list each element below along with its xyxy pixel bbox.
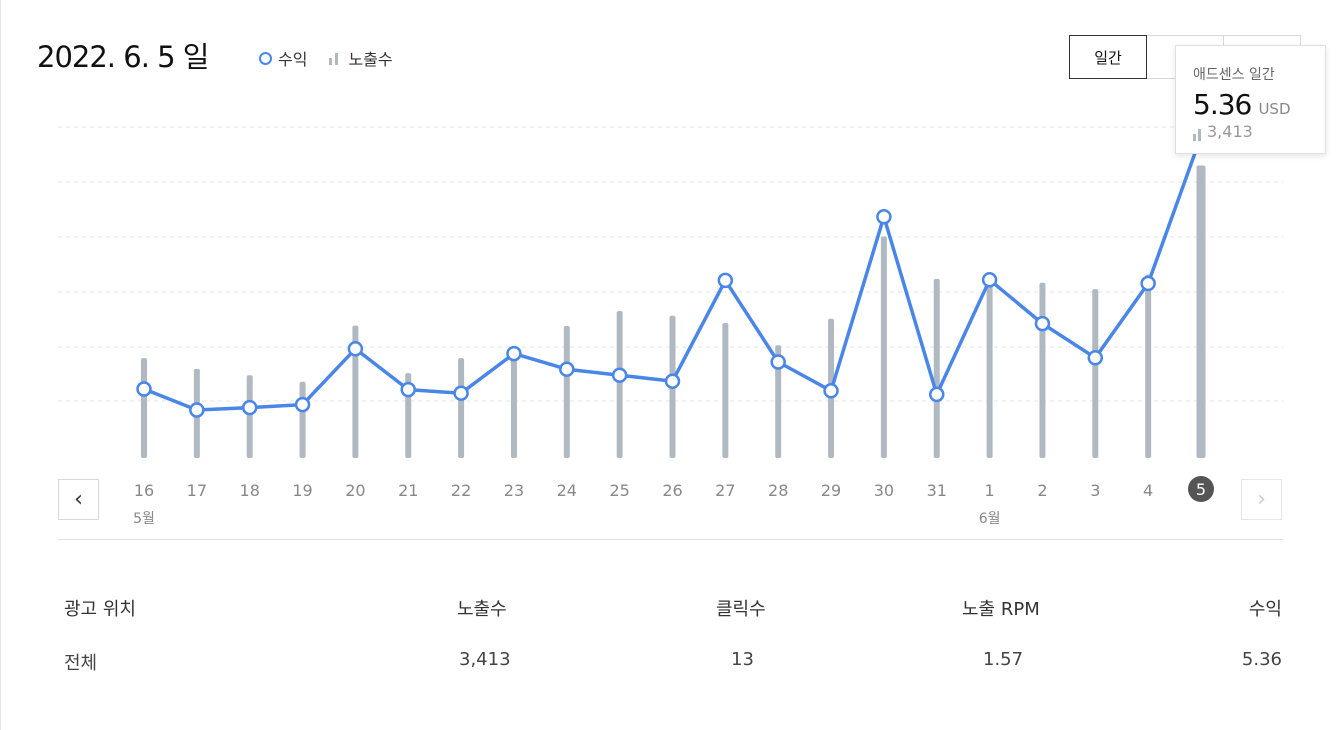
x-tick-label[interactable]: 17 bbox=[187, 481, 207, 500]
x-tick-label[interactable]: 29 bbox=[821, 481, 841, 500]
impressions-bar bbox=[880, 236, 887, 458]
revenue-point[interactable] bbox=[929, 386, 945, 403]
tooltip-unit: USD bbox=[1258, 100, 1291, 118]
revenue-point[interactable] bbox=[559, 361, 575, 377]
x-tick-label[interactable]: 1 bbox=[985, 481, 995, 500]
impressions-bar bbox=[563, 326, 570, 458]
revenue-point[interactable] bbox=[664, 373, 681, 389]
header-impressions: 노출수 bbox=[457, 599, 507, 620]
impressions-bar bbox=[510, 354, 517, 458]
x-tick-label[interactable]: 3 bbox=[1090, 481, 1100, 500]
x-tick-label[interactable]: 19 bbox=[292, 481, 312, 500]
revenue-point[interactable] bbox=[823, 383, 839, 399]
impressions-bar bbox=[1092, 289, 1099, 458]
revenue-point[interactable] bbox=[770, 354, 786, 370]
x-tick-label[interactable]: 2 bbox=[1037, 481, 1047, 500]
cell-clicks: 13 bbox=[731, 649, 754, 670]
revenue-point[interactable] bbox=[717, 272, 734, 289]
impressions-bar bbox=[1196, 165, 1206, 458]
bar-chart-icon bbox=[1193, 129, 1203, 141]
revenue-point[interactable] bbox=[1034, 315, 1051, 332]
impressions-bar bbox=[1145, 274, 1152, 458]
cell-ad-position: 전체 bbox=[64, 653, 98, 674]
revenue-point[interactable] bbox=[506, 345, 522, 362]
chevron-left-icon: ‹ bbox=[74, 487, 83, 512]
revenue-point[interactable] bbox=[981, 272, 998, 288]
impressions-bar bbox=[1039, 282, 1046, 458]
header-rpm: 노출 RPM bbox=[962, 599, 1040, 620]
legend-impressions: 노출수 bbox=[329, 46, 393, 70]
previous-period-button[interactable]: ‹ bbox=[58, 479, 99, 520]
x-tick-label[interactable]: 27 bbox=[715, 481, 735, 500]
tooltip-impressions-value: 3,413 bbox=[1207, 122, 1253, 141]
cell-rpm: 1.57 bbox=[983, 649, 1024, 670]
header-ad-position: 광고 위치 bbox=[64, 599, 136, 620]
chart-tooltip: 애드센스 일간 5.36 USD 3,413 bbox=[1175, 45, 1326, 154]
bar-chart-icon bbox=[329, 52, 341, 65]
revenue-point[interactable] bbox=[241, 399, 258, 416]
impressions-bar bbox=[352, 325, 359, 458]
chart-legend: 수익 노출수 bbox=[259, 46, 415, 70]
date-title: 2022. 6. 5 일 bbox=[37, 40, 209, 74]
x-tick-label[interactable]: 22 bbox=[451, 481, 471, 500]
x-tick-label[interactable]: 26 bbox=[662, 481, 682, 500]
selected-day-marker bbox=[1188, 476, 1214, 502]
impressions-bar bbox=[458, 358, 465, 458]
revenue-point[interactable] bbox=[611, 367, 628, 383]
impressions-bar bbox=[933, 278, 940, 458]
revenue-point[interactable] bbox=[347, 341, 364, 357]
revenue-point[interactable] bbox=[400, 381, 416, 398]
impressions-bar bbox=[775, 345, 782, 458]
tooltip-label: 애드센스 일간 bbox=[1193, 67, 1275, 83]
revenue-point[interactable] bbox=[294, 396, 311, 413]
tooltip-impressions: 3,413 bbox=[1193, 122, 1325, 141]
revenue-point[interactable] bbox=[876, 209, 892, 225]
table-row: 전체 3,413 13 1.57 5.36 bbox=[64, 649, 1282, 679]
revenue-impressions-chart: 16 17 18 19 20 21 22 23 24 25 26 27 28 29 30 31 1 2 3 4 55월 6… bbox=[58, 126, 1283, 527]
x-tick-label[interactable]: 5 bbox=[1196, 480, 1206, 499]
table-header-row: 광고 위치 노출수 클릭수 노출 RPM 수익 bbox=[64, 595, 1282, 625]
revenue-point[interactable] bbox=[453, 385, 469, 401]
x-tick-label[interactable]: 20 bbox=[345, 481, 365, 500]
revenue-point[interactable] bbox=[1140, 275, 1156, 292]
cell-impressions: 3,413 bbox=[459, 649, 511, 670]
cell-revenue: 5.36 bbox=[1241, 649, 1282, 670]
legend-impressions-label: 노출수 bbox=[348, 50, 393, 69]
period-daily-button[interactable]: 일간 bbox=[1069, 35, 1147, 79]
chevron-right-icon: › bbox=[1257, 487, 1266, 512]
month-label: 5월 bbox=[133, 511, 155, 527]
legend-revenue: 수익 bbox=[259, 46, 307, 70]
next-period-button[interactable]: › bbox=[1241, 479, 1282, 520]
x-tick-label[interactable]: 30 bbox=[874, 481, 894, 500]
legend-revenue-label: 수익 bbox=[278, 50, 308, 69]
revenue-point[interactable] bbox=[136, 381, 152, 397]
x-tick-label[interactable]: 21 bbox=[398, 481, 418, 500]
tooltip-value: 5.36 bbox=[1193, 88, 1252, 121]
x-tick-label[interactable]: 18 bbox=[240, 481, 260, 500]
header-revenue: 수익 bbox=[1248, 599, 1282, 620]
month-label: 6월 bbox=[979, 511, 1001, 527]
tooltip-value-row: 5.36 USD bbox=[1193, 88, 1325, 121]
table-divider bbox=[58, 539, 1283, 540]
revenue-point[interactable] bbox=[1087, 350, 1104, 366]
x-tick-label[interactable]: 24 bbox=[557, 481, 577, 500]
x-tick-label[interactable]: 23 bbox=[504, 481, 524, 500]
x-tick-label[interactable]: 4 bbox=[1143, 481, 1153, 500]
impressions-bar bbox=[616, 311, 623, 458]
impressions-bar bbox=[246, 375, 253, 458]
impressions-bar bbox=[722, 323, 729, 458]
x-tick-label[interactable]: 28 bbox=[768, 481, 788, 500]
revenue-point[interactable] bbox=[189, 402, 205, 418]
circle-marker-icon bbox=[259, 51, 272, 65]
impressions-bar bbox=[986, 276, 993, 458]
x-tick-label[interactable]: 25 bbox=[609, 481, 629, 500]
header-clicks: 클릭수 bbox=[716, 599, 766, 620]
impressions-bar bbox=[299, 381, 306, 458]
x-tick-label[interactable]: 16 bbox=[134, 481, 154, 500]
impressions-bar bbox=[141, 358, 147, 458]
x-tick-label[interactable]: 31 bbox=[927, 481, 947, 500]
